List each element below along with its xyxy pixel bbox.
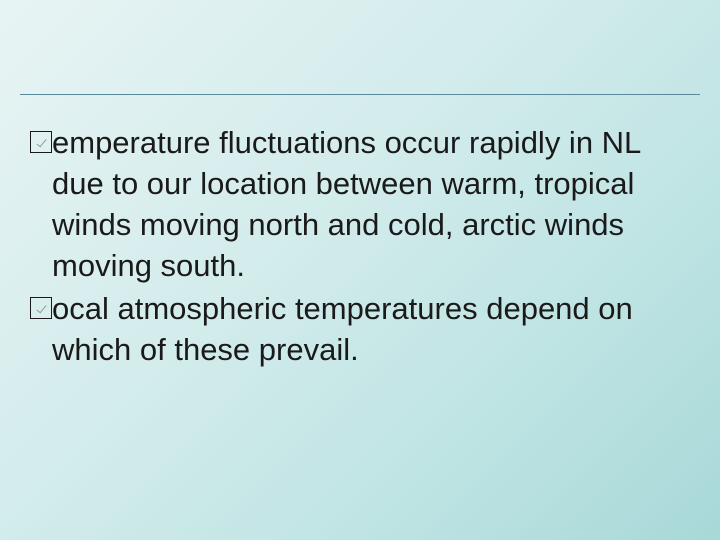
bullet-text: ocal atmospheric temperatures depend on … <box>52 289 690 371</box>
checkbox-icon <box>30 297 52 319</box>
slide: emperature fluctuations occur rapidly in… <box>0 0 720 540</box>
checkbox-icon <box>30 131 52 153</box>
bullet-item: emperature fluctuations occur rapidly in… <box>30 123 690 287</box>
bullet-first-fragment: ocal atmospheric temperatures <box>52 291 478 326</box>
bullet-text: emperature fluctuations occur rapidly in… <box>52 123 690 287</box>
header-divider <box>20 0 700 95</box>
bullet-first-fragment: emperature fluctuations occur <box>52 125 460 160</box>
bullet-item: ocal atmospheric temperatures depend on … <box>30 289 690 371</box>
slide-content: emperature fluctuations occur rapidly in… <box>0 95 720 370</box>
